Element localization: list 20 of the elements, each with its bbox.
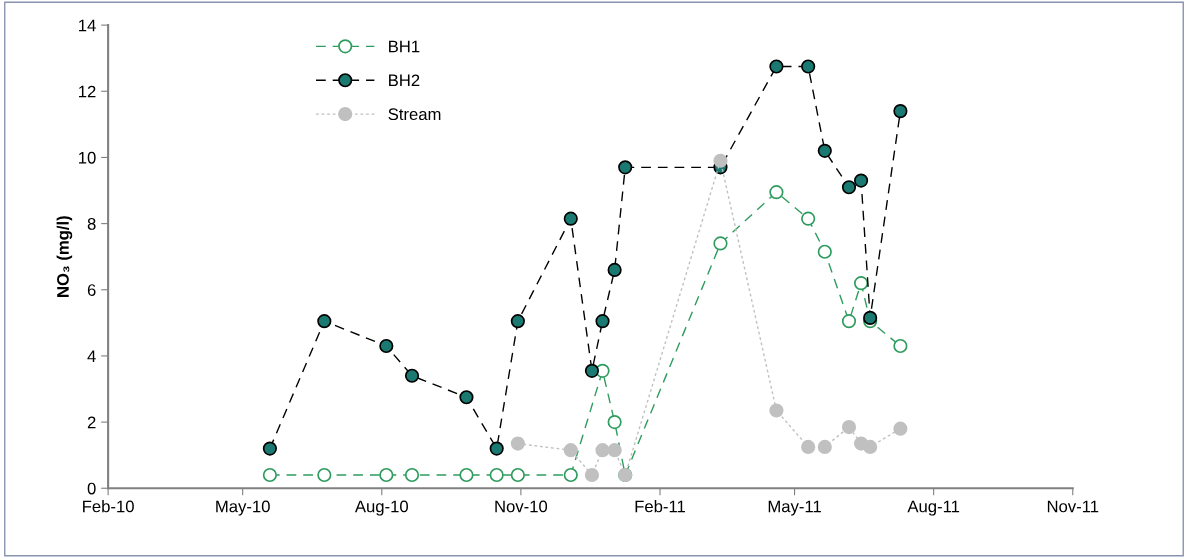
- y-tick-label: 6: [87, 284, 96, 296]
- x-tick-label: Aug-11: [907, 500, 960, 516]
- legend-label: BH2: [389, 74, 420, 87]
- y-tick-label: 0: [87, 482, 96, 495]
- x-tick-label: Nov-11: [1047, 500, 1099, 513]
- y-tick-label: 12: [79, 85, 96, 98]
- x-tick-label: May-10: [216, 500, 270, 516]
- y-axis-title: NO₃ (mg/l): [56, 216, 73, 297]
- x-tick-label: Feb-11: [635, 500, 685, 513]
- y-tick-label: 10: [79, 151, 96, 164]
- x-tick-label: Nov-10: [495, 500, 548, 513]
- x-tick-label: Feb-10: [83, 500, 134, 513]
- y-tick-label: 4: [87, 350, 96, 362]
- x-tick-label: May-11: [768, 500, 821, 516]
- y-tick-label: 14: [79, 19, 96, 32]
- legend-label: BH1: [389, 40, 420, 53]
- x-tick-label: Aug-10: [354, 500, 408, 516]
- y-tick-label: 2: [87, 416, 96, 429]
- legend-label: Stream: [388, 108, 441, 121]
- y-tick-label: 8: [87, 218, 96, 230]
